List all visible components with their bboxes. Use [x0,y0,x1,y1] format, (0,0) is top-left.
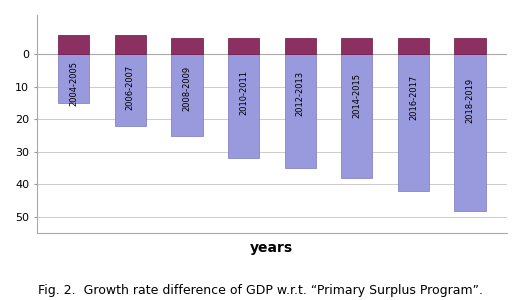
Text: 2012-2013: 2012-2013 [295,71,305,116]
Bar [341,38,372,54]
Text: Fig. 2.  Growth rate difference of GDP w.r.t. “Primary Surplus Program”.: Fig. 2. Growth rate difference of GDP w.… [39,284,483,297]
Bar [398,38,429,54]
Bar [58,34,89,54]
Bar [341,54,372,178]
Bar [398,54,429,191]
Bar [115,34,146,54]
Bar [455,54,485,211]
Bar [58,54,89,103]
Bar [455,38,485,54]
Text: 2006-2007: 2006-2007 [126,65,135,110]
Bar [228,54,259,158]
Bar [284,38,316,54]
Text: 2004-2005: 2004-2005 [69,61,78,106]
Bar [115,54,146,126]
Bar [228,38,259,54]
Bar [171,38,203,54]
X-axis label: years: years [251,241,293,255]
Bar [171,54,203,136]
Text: 2008-2009: 2008-2009 [183,66,192,112]
Text: 2018-2019: 2018-2019 [466,78,474,123]
Text: 2014-2015: 2014-2015 [352,73,361,118]
Text: 2010-2011: 2010-2011 [239,70,248,115]
Bar [284,54,316,168]
Text: 2016-2017: 2016-2017 [409,75,418,120]
